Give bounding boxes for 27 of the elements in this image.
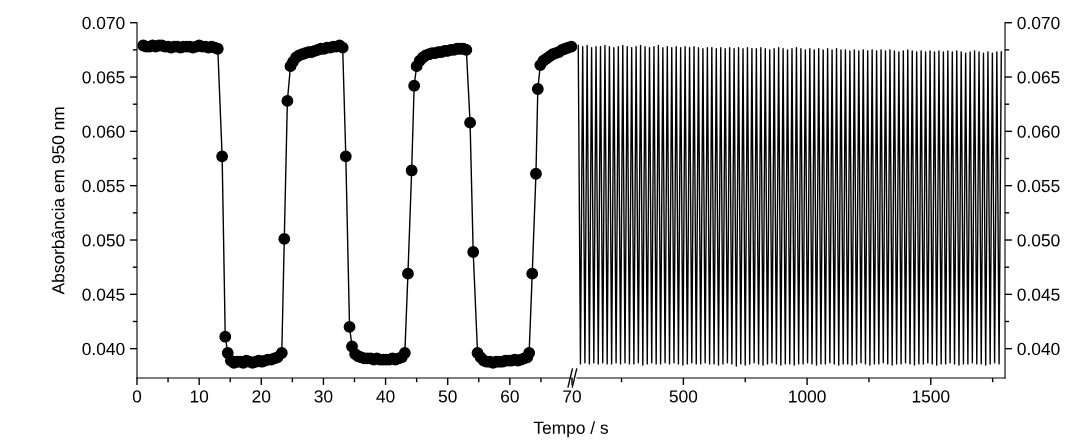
y-tick-label: 0.060 xyxy=(82,125,125,138)
x-tick-label: 20 xyxy=(252,390,271,403)
y-tick-label: 0.040 xyxy=(82,342,125,356)
x-axis-title: Tempo / s xyxy=(533,421,608,438)
y2-tick-label: 0.040 xyxy=(1017,342,1060,356)
x-tick-label: 0 xyxy=(132,390,142,403)
x-tick-label: 1500 xyxy=(912,390,950,403)
x-tick-label: 1000 xyxy=(789,390,826,403)
x-tick-label: 40 xyxy=(376,390,395,403)
x-tick-label: 50 xyxy=(438,390,457,403)
x-tick-label: 10 xyxy=(190,390,209,403)
x-tick-label: 60 xyxy=(501,390,519,403)
y-tick-label: 0.070 xyxy=(82,16,125,30)
y-tick-label: 0.055 xyxy=(82,179,125,193)
x-tick-label: 30 xyxy=(314,390,333,403)
y-tick-label: 0.065 xyxy=(82,71,125,84)
y2-tick-label: 0.045 xyxy=(1017,288,1060,301)
y2-tick-label: 0.050 xyxy=(1017,234,1060,247)
y-tick-label: 0.045 xyxy=(82,288,125,301)
y2-tick-label: 0.070 xyxy=(1017,16,1060,30)
y-axis-title: Absorbância em 950 nm xyxy=(51,107,65,295)
y2-tick-label: 0.060 xyxy=(1017,125,1060,138)
x-tick-label: 70 xyxy=(563,390,581,403)
y-tick-label: 0.050 xyxy=(82,234,125,247)
x-tick-label: 500 xyxy=(669,390,698,403)
y2-tick-label: 0.055 xyxy=(1017,179,1060,193)
y2-tick-label: 0.065 xyxy=(1017,71,1060,84)
